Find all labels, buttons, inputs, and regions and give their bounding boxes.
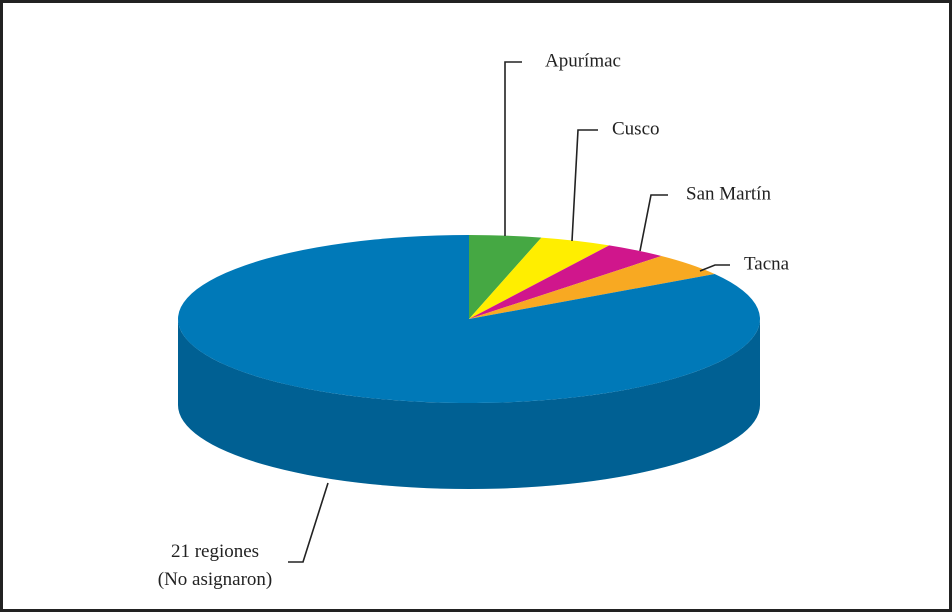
leader-line [699,264,730,272]
slice-label: 21 regiones (No asignaron) [158,541,273,590]
slice-label: Tacna [744,253,790,274]
pie [178,235,761,489]
leader-line [571,129,598,242]
pie-slice [178,235,761,403]
pie-side [178,319,760,489]
pie-side-shade [178,319,760,489]
slice-label: Apurímac [545,50,621,71]
leader-line [288,482,329,563]
leader-line [504,61,522,236]
slice-label: San Martín [686,183,771,204]
leader-line [639,194,668,252]
pie-slice [469,245,662,319]
pie-slice [469,235,542,319]
slice-label: Cusco [612,118,660,139]
pie-slice [469,237,610,319]
pie-slice [469,255,715,319]
